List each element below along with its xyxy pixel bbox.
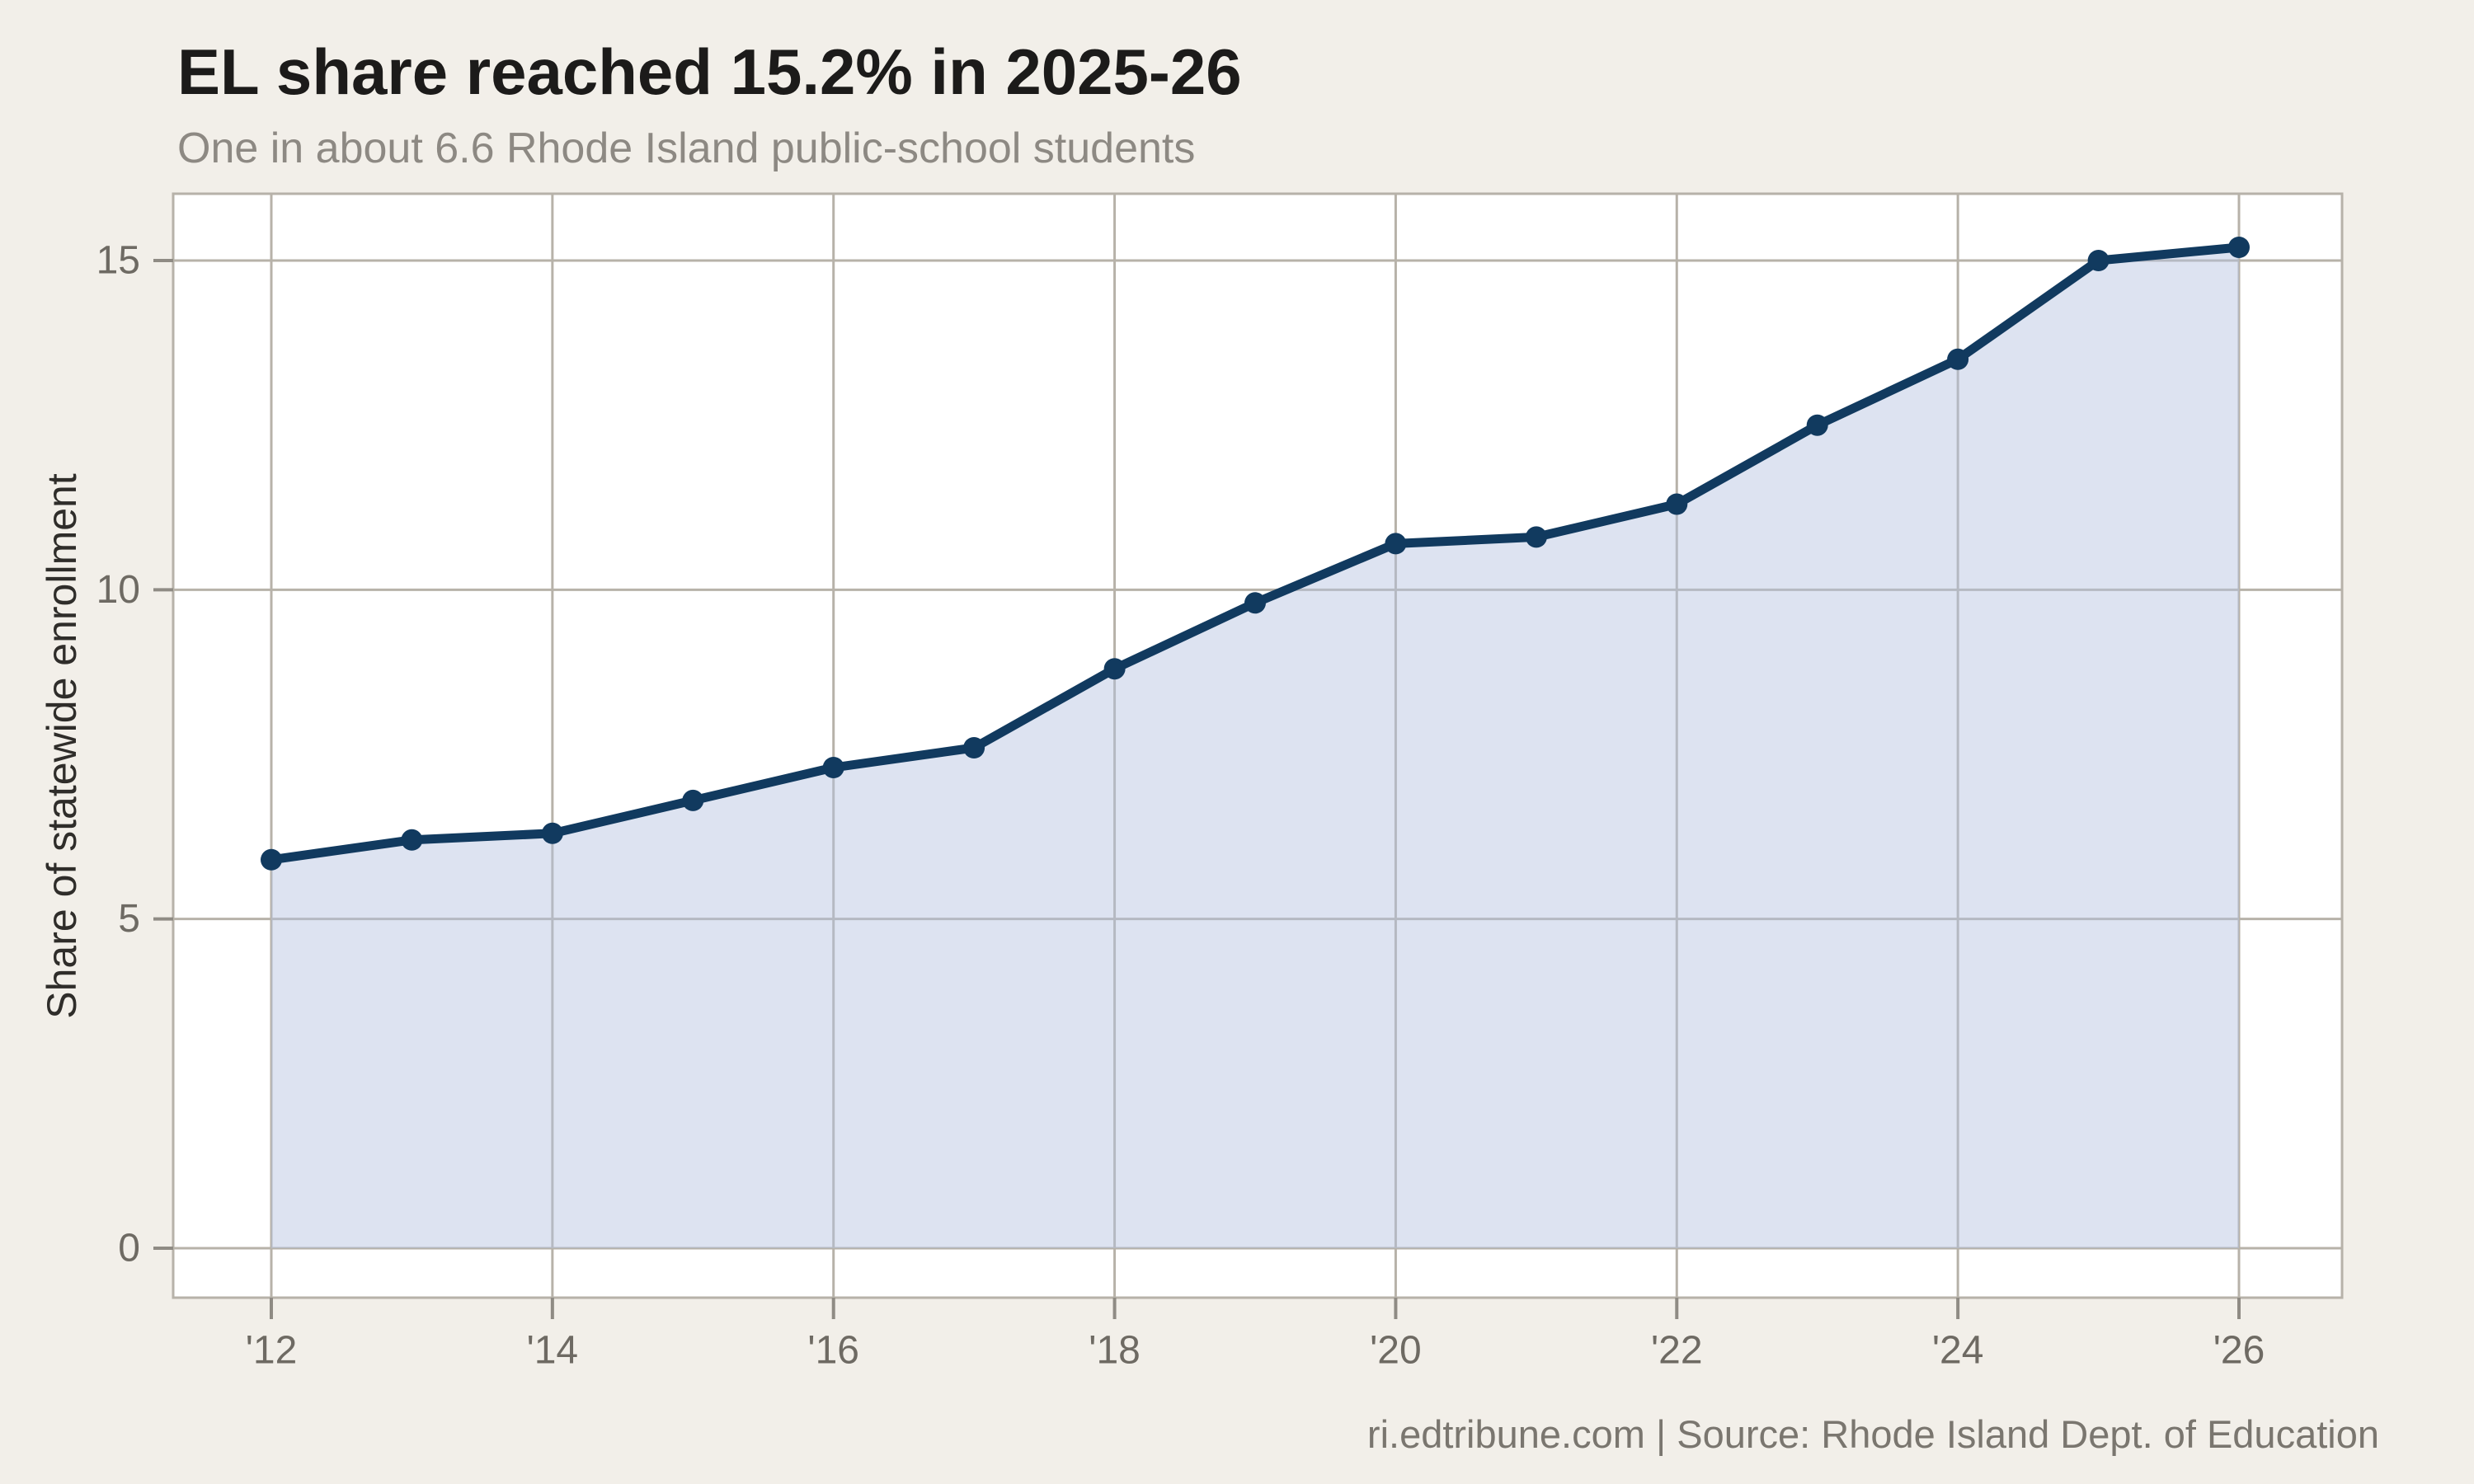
- area-fill: [271, 247, 2239, 1248]
- x-tick-label: '26: [2213, 1329, 2265, 1373]
- source-attribution: ri.edtribune.com | Source: Rhode Island …: [1366, 1412, 2379, 1456]
- data-point-2015: [682, 789, 704, 811]
- data-point-2018: [1103, 658, 1126, 680]
- data-point-2013: [401, 829, 423, 851]
- data-point-2025: [2087, 250, 2109, 271]
- data-point-2024: [1947, 348, 1969, 370]
- data-point-2016: [822, 757, 844, 778]
- x-tick-label: '20: [1370, 1329, 1422, 1373]
- data-point-2026: [2228, 237, 2250, 258]
- chart-subtitle: One in about 6.6 Rhode Island public-sch…: [177, 124, 1196, 172]
- x-tick-label: '12: [246, 1329, 298, 1373]
- x-tick-label: '18: [1089, 1329, 1141, 1373]
- data-point-2019: [1244, 592, 1266, 614]
- x-tick-label: '14: [527, 1329, 579, 1373]
- data-point-2021: [1525, 526, 1547, 548]
- y-tick-label: 5: [118, 897, 140, 941]
- data-point-2020: [1385, 533, 1407, 555]
- x-tick-label: '22: [1651, 1329, 1703, 1373]
- y-tick-label: 0: [118, 1227, 140, 1270]
- plot-panel: [172, 192, 2344, 1299]
- y-tick-label: 10: [96, 568, 140, 612]
- y-tick-label: 15: [96, 239, 140, 283]
- data-point-2022: [1666, 493, 1688, 515]
- data-point-2014: [541, 822, 563, 844]
- data-point-2012: [261, 848, 282, 871]
- chart-title: EL share reached 15.2% in 2025-26: [177, 35, 1242, 108]
- x-tick-label: '16: [807, 1329, 859, 1373]
- data-point-2017: [963, 737, 985, 758]
- x-tick-label: '24: [1932, 1329, 1984, 1373]
- data-point-2023: [1806, 414, 1828, 436]
